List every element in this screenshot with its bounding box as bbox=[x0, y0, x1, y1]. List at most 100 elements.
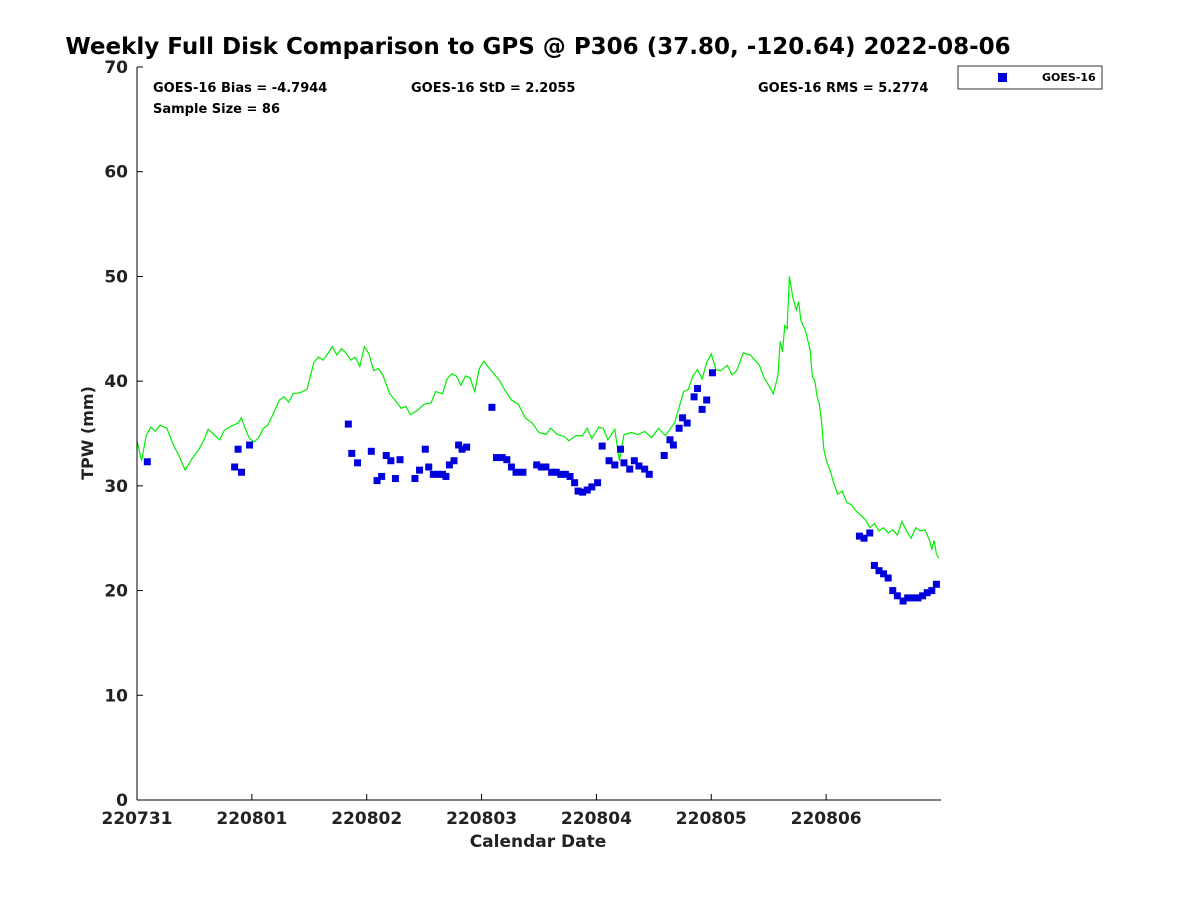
goes-point bbox=[561, 470, 569, 478]
goes-point bbox=[703, 396, 711, 404]
goes-point bbox=[870, 561, 878, 569]
goes-point bbox=[698, 405, 706, 413]
goes-point bbox=[641, 465, 649, 473]
goes-point bbox=[645, 470, 653, 478]
goes-point bbox=[666, 436, 674, 444]
x-tick-label: 220731 bbox=[102, 809, 173, 829]
goes-point bbox=[488, 403, 496, 411]
goes-point bbox=[860, 534, 868, 542]
goes-point bbox=[552, 468, 560, 476]
goes-point bbox=[928, 587, 936, 595]
goes-point bbox=[507, 463, 515, 471]
y-axis-label: TPW (mm) bbox=[78, 386, 97, 480]
goes-point bbox=[611, 461, 619, 469]
legend: GOES-16 bbox=[957, 65, 1103, 90]
goes-point bbox=[463, 443, 471, 451]
legend-box bbox=[957, 65, 1103, 90]
goes-point bbox=[512, 468, 520, 476]
goes-point bbox=[557, 470, 565, 478]
goes-point bbox=[617, 445, 625, 453]
goes-point bbox=[904, 594, 912, 602]
goes-point bbox=[583, 486, 591, 494]
legend-label: GOES-16 bbox=[1042, 71, 1096, 84]
goes-point bbox=[866, 529, 874, 537]
goes-point bbox=[411, 475, 419, 483]
y-tick-label: 0 bbox=[116, 791, 128, 811]
x-tick-label: 220803 bbox=[446, 809, 517, 829]
goes-point bbox=[690, 393, 698, 401]
goes-point bbox=[382, 451, 390, 459]
goes-point bbox=[533, 461, 541, 469]
goes-point bbox=[498, 454, 506, 462]
goes-point bbox=[566, 472, 574, 480]
goes-point bbox=[421, 445, 429, 453]
goes-point bbox=[675, 424, 683, 432]
goes-point bbox=[373, 477, 381, 485]
rms-annotation: GOES-16 RMS = 5.2774 bbox=[758, 81, 928, 96]
goes-point bbox=[708, 369, 716, 377]
goes-point bbox=[923, 589, 931, 597]
y-tick-label: 60 bbox=[104, 163, 128, 183]
goes-point bbox=[605, 457, 613, 465]
goes-point bbox=[231, 463, 239, 471]
goes-point bbox=[932, 580, 940, 588]
goes-point bbox=[880, 570, 888, 578]
x-tick-label: 220804 bbox=[561, 809, 632, 829]
goes-point bbox=[683, 419, 691, 427]
x-tick-label: 220801 bbox=[216, 809, 287, 829]
x-axis-ticks: 220731 220801 220802 220803 220804 220805 2208… bbox=[102, 794, 862, 829]
goes-point bbox=[143, 458, 151, 466]
goes-point bbox=[908, 594, 916, 602]
goes-point bbox=[635, 462, 643, 470]
goes-point bbox=[434, 470, 442, 478]
goes-point bbox=[893, 592, 901, 600]
goes-point bbox=[694, 384, 702, 392]
goes-point bbox=[588, 483, 596, 491]
goes-point bbox=[396, 456, 404, 464]
goes-point bbox=[503, 456, 511, 464]
goes-point bbox=[679, 414, 687, 422]
goes-point bbox=[914, 594, 922, 602]
y-tick-label: 40 bbox=[104, 372, 128, 392]
x-tick-label: 220802 bbox=[331, 809, 402, 829]
goes-series bbox=[143, 369, 940, 605]
goes-point bbox=[548, 468, 556, 476]
y-tick-label: 70 bbox=[104, 58, 128, 78]
goes-point bbox=[354, 459, 362, 467]
goes-point bbox=[234, 445, 242, 453]
std-annotation: GOES-16 StD = 2.2055 bbox=[411, 81, 575, 96]
goes-point bbox=[425, 463, 433, 471]
goes-point bbox=[630, 457, 638, 465]
goes-point bbox=[344, 420, 352, 428]
goes-point bbox=[598, 442, 606, 450]
goes-point bbox=[246, 441, 254, 449]
goes-point bbox=[669, 441, 677, 449]
goes-point bbox=[537, 463, 545, 471]
sample-size-annotation: Sample Size = 86 bbox=[153, 102, 280, 117]
goes-point bbox=[458, 445, 466, 453]
goes-point bbox=[620, 459, 628, 467]
goes-point bbox=[875, 567, 883, 575]
goes-point bbox=[348, 449, 356, 457]
goes-point bbox=[387, 457, 395, 465]
goes-point bbox=[416, 466, 424, 474]
goes-point bbox=[445, 461, 453, 469]
goes-point bbox=[378, 472, 386, 480]
goes-point bbox=[391, 475, 399, 483]
goes-point bbox=[889, 587, 897, 595]
goes-point bbox=[367, 447, 375, 455]
legend-marker bbox=[998, 73, 1007, 82]
goes-point bbox=[899, 597, 907, 605]
y-axis-ticks: 0 10 20 30 40 50 60 70 bbox=[104, 58, 143, 811]
plot-area bbox=[137, 67, 941, 800]
goes-point bbox=[919, 592, 927, 600]
goes-point bbox=[429, 470, 437, 478]
goes-point bbox=[442, 472, 450, 480]
goes-point bbox=[542, 463, 550, 471]
goes-point bbox=[574, 487, 582, 495]
goes-point bbox=[660, 451, 668, 459]
gps-series bbox=[136, 276, 940, 559]
goes-point bbox=[455, 441, 463, 449]
goes-point bbox=[626, 465, 634, 473]
